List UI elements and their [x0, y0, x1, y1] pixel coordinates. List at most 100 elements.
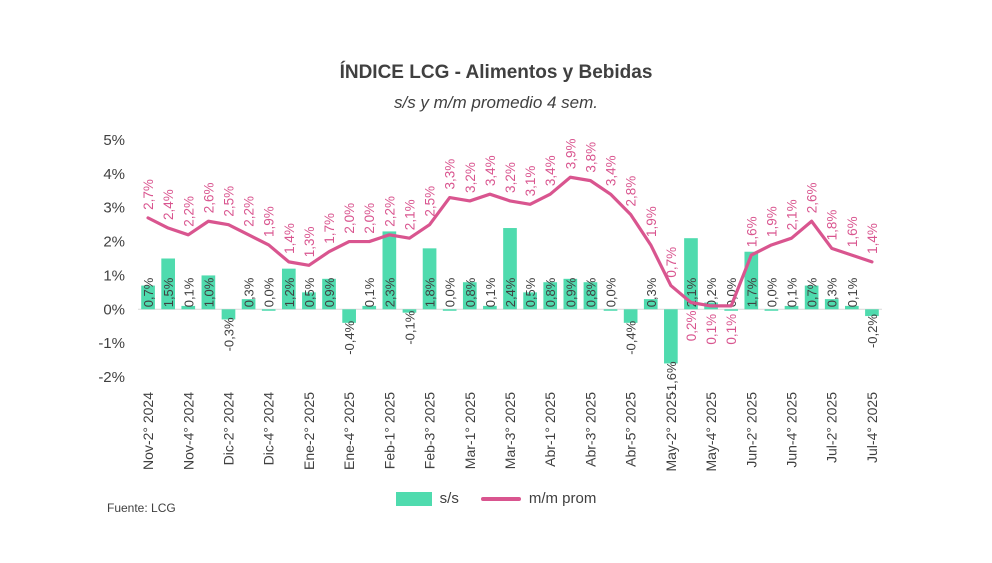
bar-value-label: -0,3% — [221, 317, 236, 351]
bar-value-label: 0,7% — [141, 277, 156, 307]
x-tick-label: Abr-1° 2025 — [542, 392, 558, 467]
legend-swatch-bar — [395, 491, 432, 506]
line-value-label: 0,1% — [704, 314, 719, 345]
bar — [141, 285, 155, 310]
line-value-label: 2,4% — [161, 189, 176, 220]
x-tick-label: Ene-4° 2025 — [341, 392, 357, 470]
line-value-label: 2,0% — [362, 203, 377, 234]
bar — [543, 282, 558, 310]
line-value-label: 1,6% — [744, 216, 759, 247]
chart-title: ÍNDICE LCG - Alimentos y Bebidas — [339, 62, 653, 83]
bar-value-label: -0,1% — [402, 310, 417, 344]
bar-value-label: 0,3% — [242, 277, 257, 307]
bar-value-label: 0,8% — [583, 277, 598, 307]
bar-value-label: -0,4% — [342, 320, 357, 354]
legend-item-bars: s/s — [395, 490, 459, 507]
bar-value-label: 0,1% — [785, 277, 800, 307]
bar-value-label: 0,5% — [523, 277, 538, 307]
bar — [221, 309, 236, 320]
bar — [845, 305, 859, 310]
legend-label-bars: s/s — [439, 490, 459, 507]
line-value-label: 2,1% — [402, 199, 417, 230]
bar-value-label: 0,1% — [181, 277, 196, 307]
line-value-label: 2,8% — [624, 176, 639, 207]
x-tick-label: Ene-2° 2025 — [301, 392, 317, 470]
line-value-label: 1,9% — [764, 206, 779, 237]
line-value-label: 2,1% — [785, 199, 800, 230]
line-value-label: 0,7% — [664, 247, 679, 278]
bar-value-label: 0,7% — [805, 277, 820, 307]
bar — [462, 282, 477, 310]
x-tick-label: May-4° 2025 — [703, 392, 719, 472]
bar-value-label: 0,1% — [362, 277, 377, 307]
bar-value-label: 0,9% — [563, 277, 578, 307]
line-value-label: 2,5% — [221, 186, 236, 217]
bar — [241, 299, 256, 310]
line-value-label: 3,3% — [443, 159, 458, 190]
line-value-label: 2,6% — [805, 182, 820, 213]
bar — [764, 309, 779, 311]
bar — [181, 305, 196, 310]
bar-value-label: -0,4% — [624, 320, 639, 354]
x-tick-label: May-2° 2025 — [663, 392, 679, 472]
line-value-label: 2,7% — [141, 179, 156, 210]
chart-legend: s/s m/m prom — [0, 490, 992, 507]
bar — [563, 278, 578, 310]
legend-item-line: m/m prom — [480, 490, 596, 507]
x-tick-label: Abr-5° 2025 — [623, 392, 639, 467]
line-value-label: 3,4% — [543, 155, 558, 186]
bar-value-label: 1,7% — [744, 277, 759, 307]
bar — [161, 258, 175, 310]
line-value-label: 3,9% — [563, 138, 578, 169]
bar-value-label: 0,5% — [302, 277, 317, 307]
bar-value-label: 0,2% — [704, 277, 719, 307]
bar-value-label: 0,0% — [764, 277, 779, 307]
bar-value-label: 0,3% — [644, 277, 659, 307]
x-tick-label: Abr-3° 2025 — [582, 392, 598, 467]
bar — [664, 309, 678, 364]
line-value-label: 2,6% — [201, 182, 216, 213]
line-value-label: 2,2% — [181, 196, 196, 227]
y-tick-label: 0% — [103, 301, 125, 318]
bar — [784, 305, 799, 310]
bar — [322, 278, 336, 310]
bar-value-label: 0,0% — [724, 277, 739, 307]
line-value-label: 2,2% — [382, 196, 397, 227]
bar — [623, 309, 638, 323]
line-value-label: 1,8% — [825, 210, 840, 241]
bar — [724, 309, 739, 311]
line-value-label: 1,3% — [302, 226, 317, 257]
bar — [261, 309, 276, 311]
line-value-label: 1,7% — [322, 213, 337, 244]
bar — [503, 228, 517, 310]
bar — [824, 299, 839, 310]
line-value-label: 1,4% — [282, 223, 297, 254]
bar — [865, 309, 879, 317]
bar-value-label: 0,0% — [604, 277, 619, 307]
x-tick-label: Feb-3° 2025 — [422, 392, 438, 469]
bar — [342, 309, 356, 323]
bar-value-label: 2,4% — [503, 277, 518, 307]
y-tick-label: 4% — [103, 166, 125, 183]
bar — [804, 285, 819, 310]
y-tick-label: -2% — [98, 369, 125, 386]
bar — [422, 248, 437, 310]
y-tick-label: 2% — [103, 234, 125, 251]
x-tick-label: Dic-4° 2024 — [261, 392, 277, 466]
line-value-label: 3,4% — [483, 155, 498, 186]
bar-value-label: 0,0% — [262, 277, 277, 307]
x-tick-label: Jun-2° 2025 — [743, 392, 759, 468]
bar — [483, 305, 497, 310]
bar-value-label: 0,9% — [322, 277, 337, 307]
bar-value-label: -0,2% — [865, 314, 880, 348]
line-value-label: 3,2% — [463, 162, 478, 193]
bar-value-label: 1,5% — [161, 277, 176, 307]
line-value-label: 1,9% — [644, 206, 659, 237]
bar-value-label: 1,2% — [282, 277, 297, 307]
chart-subtitle: s/s y m/m promedio 4 sem. — [393, 93, 599, 112]
bar — [684, 238, 698, 310]
bar — [523, 292, 537, 310]
x-tick-label: Jun-4° 2025 — [784, 392, 800, 468]
bar-value-label: 1,8% — [423, 277, 438, 307]
line-value-label: 1,4% — [865, 223, 880, 254]
